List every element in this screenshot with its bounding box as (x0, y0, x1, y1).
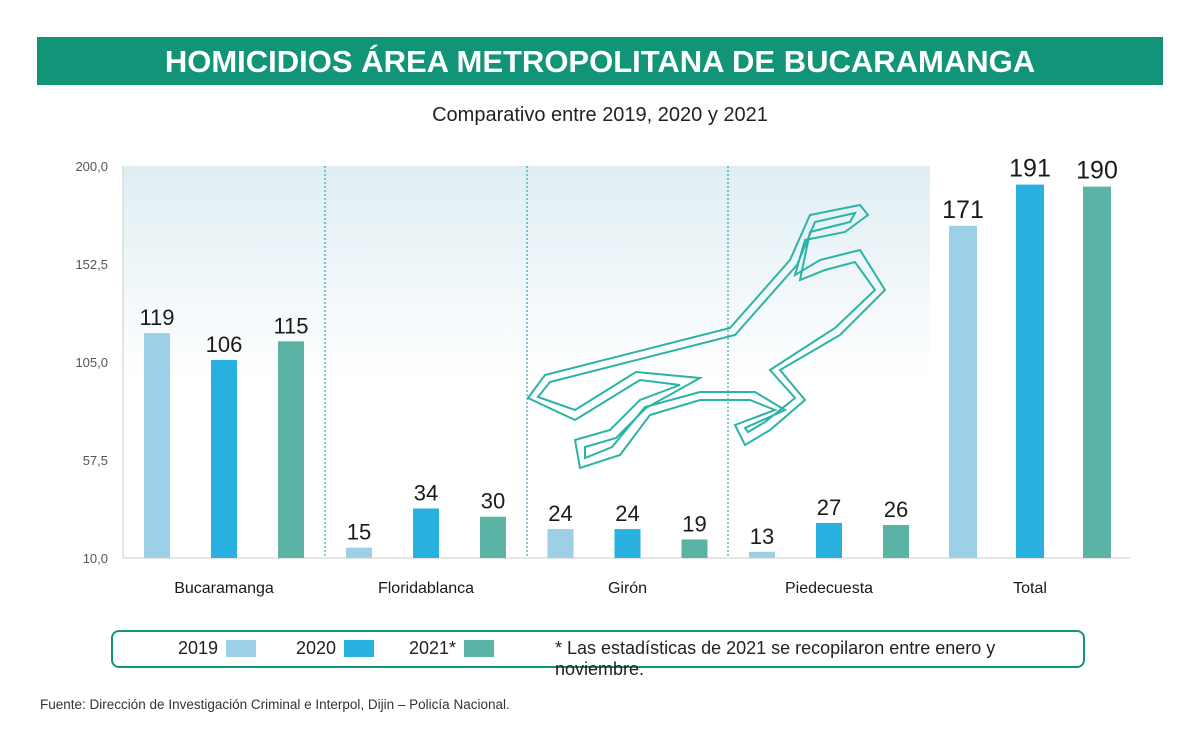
bar-piedecuesta-2021 (883, 524, 909, 558)
bar-chart: 200,0 152,5 105,0 57,5 10,0 119 106 115 15 34 30 2… (75, 155, 1130, 597)
bar-bucaramanga-2021 (278, 341, 304, 558)
data-label: 171 (942, 196, 984, 224)
data-label: 30 (481, 489, 505, 514)
bar-total-2019 (949, 225, 977, 558)
bar-girón-2019 (547, 529, 574, 558)
data-label: 24 (548, 501, 572, 526)
bar-floridablanca-2020 (413, 508, 439, 558)
y-tick-label: 200,0 (75, 159, 108, 174)
bar-total-2021 (1083, 186, 1111, 558)
data-label: 190 (1076, 157, 1118, 185)
bar-floridablanca-2021 (480, 516, 506, 558)
legend-item-2021: 2021* (409, 638, 495, 659)
y-tick-label: 57,5 (83, 453, 108, 468)
x-category-label: Piedecuesta (785, 580, 873, 597)
chart-subtitle: Comparativo entre 2019, 2020 y 2021 (432, 104, 768, 126)
x-category-label: Girón (608, 580, 647, 597)
legend: 2019 2020 2021* * Las estadísticas de 20… (111, 630, 1085, 679)
legend-swatch (344, 640, 375, 657)
bar-piedecuesta-2019 (749, 551, 775, 558)
x-category-label: Total (1013, 580, 1047, 597)
x-category-label: Floridablanca (378, 580, 474, 597)
source-note: Fuente: Dirección de Investigación Crimi… (40, 697, 510, 712)
bar-bucaramanga-2019 (144, 333, 170, 558)
y-tick-label: 10,0 (83, 551, 108, 566)
legend-item-2019: 2019 (178, 638, 257, 659)
y-tick-label: 152,5 (75, 257, 108, 272)
legend-swatch (226, 640, 257, 657)
bar-girón-2020 (614, 529, 641, 558)
bar-total-2020 (1016, 184, 1044, 558)
bar-piedecuesta-2020 (816, 522, 842, 558)
data-label: 24 (615, 501, 639, 526)
data-label: 27 (817, 495, 841, 520)
data-label: 15 (347, 520, 371, 545)
data-label: 13 (750, 524, 774, 549)
chalk-outline-icon (526, 203, 887, 470)
data-label: 106 (206, 332, 243, 357)
data-label: 119 (139, 305, 174, 330)
data-label: 34 (414, 480, 438, 505)
bar-bucaramanga-2020 (211, 359, 237, 558)
legend-note: * Las estadísticas de 2021 se recopilaro… (555, 638, 996, 679)
legend-item-2020: 2020 (296, 638, 375, 659)
legend-swatch (464, 640, 495, 657)
y-tick-label: 105,0 (75, 355, 108, 370)
bar-floridablanca-2019 (346, 547, 372, 558)
data-label: 115 (273, 313, 308, 338)
x-category-label: Bucaramanga (174, 580, 274, 597)
data-label: 191 (1009, 155, 1051, 183)
legend-label: 2021* (409, 638, 457, 658)
data-label: 19 (682, 511, 706, 536)
data-label: 26 (884, 497, 908, 522)
chart-title: HOMICIDIOS ÁREA METROPOLITANA DE BUCARAM… (37, 37, 1163, 85)
legend-label: 2020 (296, 638, 337, 658)
legend-label: 2019 (178, 638, 219, 658)
bar-girón-2021 (681, 539, 708, 558)
